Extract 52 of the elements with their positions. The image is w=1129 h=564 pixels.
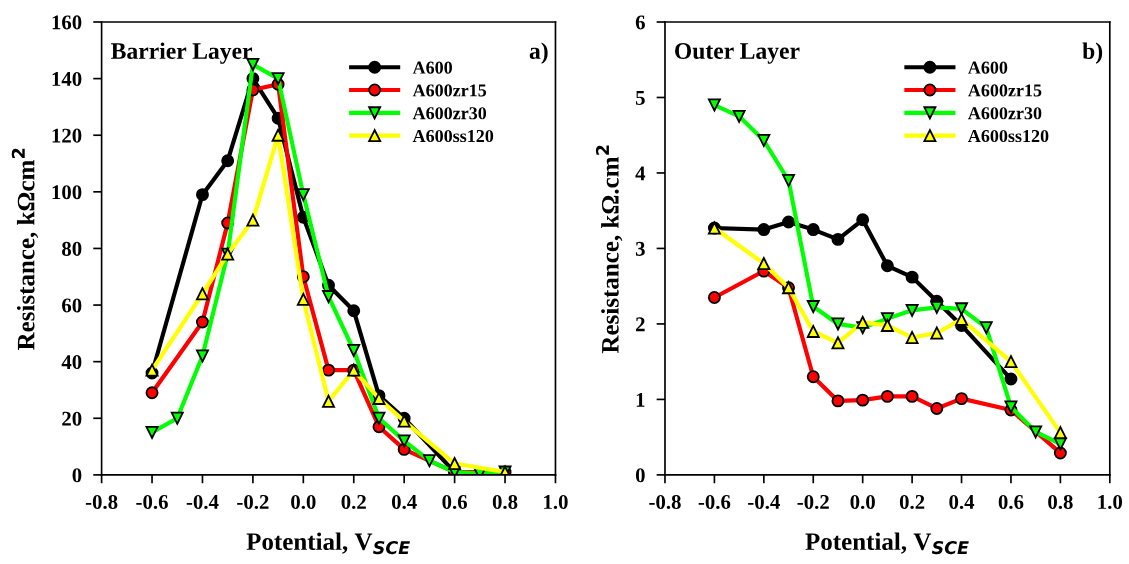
legend-label: A600zr30 bbox=[967, 107, 1042, 120]
x-tick-label: 0.2 bbox=[341, 494, 366, 510]
x-tick-label: 0.2 bbox=[899, 494, 925, 510]
x-tick-label: 0.8 bbox=[492, 494, 518, 510]
y-axis-title: Resistance, kΩ.cm$^{2}$ bbox=[595, 145, 623, 354]
x-tick-label: -0.2 bbox=[797, 494, 829, 510]
text: Barrier Layer bbox=[111, 42, 253, 64]
y-tick-label: 160 bbox=[52, 15, 82, 30]
x-tick-label: 0.8 bbox=[1048, 494, 1073, 510]
x-tick-label: 1.0 bbox=[1098, 494, 1123, 510]
x-tick-label: -0.8 bbox=[85, 494, 118, 510]
y-tick-label: 60 bbox=[62, 298, 82, 313]
x-tick-label: -0.6 bbox=[698, 494, 731, 510]
legend-label: A600ss120 bbox=[412, 129, 494, 143]
legend-label: A600zr30 bbox=[412, 107, 487, 120]
x-tick-label: -0.4 bbox=[748, 494, 780, 510]
y-tick-label: 0 bbox=[72, 468, 82, 483]
x-tick-label: 0.6 bbox=[998, 494, 1024, 510]
x-tick-label: -0.8 bbox=[649, 494, 681, 510]
y-tick-label: 6 bbox=[635, 15, 645, 30]
legend-label: A600 bbox=[412, 61, 453, 74]
x-tick-label: 0.0 bbox=[850, 494, 875, 510]
y-tick-label: 5 bbox=[635, 91, 645, 105]
x-tick-label: -0.4 bbox=[186, 494, 219, 510]
y-axis-title: Resistance, kΩcm$^{2}$ bbox=[11, 148, 39, 351]
y-tick-label: 140 bbox=[52, 71, 82, 87]
x-tick-label: 0.4 bbox=[391, 494, 417, 510]
x-axis-title: Potential, V$_{SCE}$ bbox=[805, 532, 969, 555]
x-tick-label: -0.6 bbox=[136, 494, 168, 510]
legend-label: A600zr15 bbox=[412, 84, 487, 97]
x-tick-label: 0.6 bbox=[442, 494, 468, 510]
y-tick-label: 3 bbox=[635, 241, 645, 256]
legend-label: A600 bbox=[967, 61, 1008, 74]
annotation: a) bbox=[529, 42, 548, 64]
y-tick-label: 100 bbox=[52, 185, 82, 200]
x-tick-label: 0.4 bbox=[949, 494, 975, 510]
y-tick-label: 1 bbox=[636, 392, 645, 407]
legend-label: A600zr15 bbox=[967, 84, 1042, 97]
y-tick-label: 2 bbox=[636, 317, 645, 332]
text: Outer Layer bbox=[675, 43, 800, 64]
x-axis-title: Potential, V$_{SCE}$ bbox=[246, 532, 410, 555]
y-tick-label: 4 bbox=[635, 166, 646, 181]
y-tick-label: 20 bbox=[62, 411, 82, 426]
y-tick-label: 0 bbox=[635, 468, 645, 483]
x-tick-label: -0.2 bbox=[237, 494, 269, 510]
y-tick-label: 120 bbox=[52, 128, 82, 143]
x-tick-label: 0.0 bbox=[291, 494, 316, 510]
y-tick-label: 80 bbox=[62, 241, 82, 256]
x-tick-label: 1.0 bbox=[544, 494, 568, 510]
annotation: b) bbox=[1082, 42, 1103, 64]
y-tick-label: 40 bbox=[61, 355, 82, 370]
legend-label: A600ss120 bbox=[967, 129, 1049, 143]
